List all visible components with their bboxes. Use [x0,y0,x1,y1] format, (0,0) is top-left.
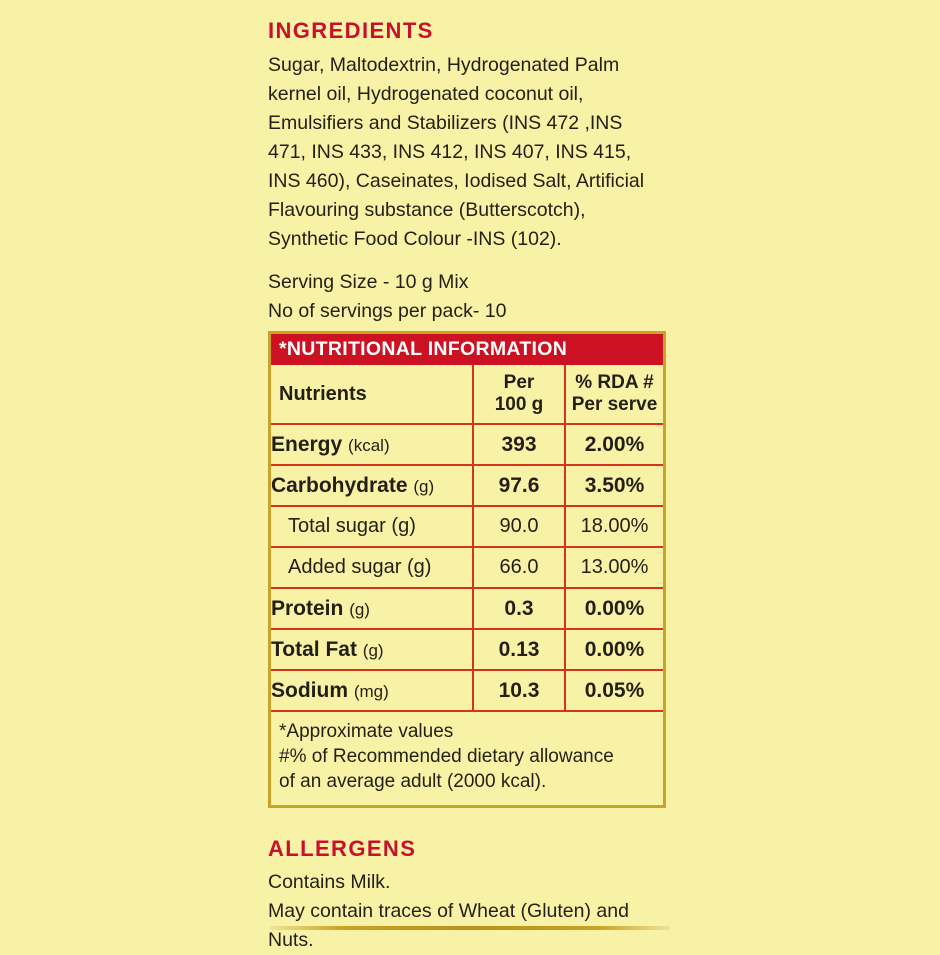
nutritional-information-table: *NUTRITIONAL INFORMATION Nutrients Per 1… [268,331,666,809]
nutrient-name: Carbohydrate (g) [271,465,474,508]
column-header-nutrients: Nutrients [271,365,474,426]
table-row: Total Fat (g) 0.13 0.00% [271,629,663,672]
nutrient-name: Total sugar (g) [271,506,474,549]
nutrient-name: Energy (kcal) [271,424,474,467]
nutrient-rda: 2.00% [565,424,663,467]
bottom-divider [270,926,670,930]
nutrient-label: Sodium [271,678,348,702]
nutrient-per-100g: 0.3 [473,588,566,631]
nutrient-unit: (g) [349,599,370,619]
column-header-per-100g: Per 100 g [473,365,566,426]
nutrient-unit: (g) [413,476,435,496]
allergens-line: Contains Milk. [268,871,391,893]
nutrition-label-panel: INGREDIENTS Sugar, Maltodextrin, Hydroge… [268,0,672,951]
table-row: Sodium (mg) 10.3 0.05% [271,670,663,713]
nutrient-name: Protein (g) [271,588,474,631]
ingredients-line: 471, INS 433, INS 412, INS 407, INS 415, [268,141,632,163]
nutrient-per-100g: 393 [473,424,566,467]
nutrient-unit: (g) [406,556,432,579]
ingredients-line: Synthetic Food Colour -INS (102). [268,228,562,250]
table-row: Added sugar (g) 66.0 13.00% [271,547,663,590]
nutrient-unit: (kcal) [348,435,390,455]
nutrient-per-100g: 66.0 [473,547,566,590]
nutrient-unit: (g) [362,640,384,660]
rda-line1: % RDA # [575,372,654,394]
table-header-row: Nutrients Per 100 g % RDA # Per serve [271,365,663,426]
serving-info-section: Serving Size - 10 g Mix No of servings p… [268,268,672,326]
footnote-line: *Approximate values [279,721,454,743]
nutrition-data-grid: Nutrients Per 100 g % RDA # Per serve En… [271,365,663,713]
nutrient-per-100g: 90.0 [473,506,566,549]
nutrient-label: Protein [271,596,344,620]
nutrient-per-100g: 97.6 [473,465,566,508]
nutrient-label: Total Fat [271,637,357,661]
table-row: Carbohydrate (g) 97.6 3.50% [271,465,663,508]
ingredients-heading: INGREDIENTS [268,18,434,43]
nutrient-label: Added sugar [288,556,402,579]
footnote-line: #% of Recommended dietary allowance [279,746,614,768]
servings-per-pack-text: No of servings per pack- 10 [268,300,507,322]
nutrient-label: Energy [271,432,343,456]
allergens-heading: ALLERGENS [268,836,417,861]
nutrient-label: Total sugar [288,515,386,538]
nutrient-rda: 3.50% [565,465,663,508]
nutrient-rda: 13.00% [565,547,663,590]
per-100g-line2: 100 g [494,394,544,416]
nutrient-rda: 0.00% [565,588,663,631]
ingredients-line: Emulsifiers and Stabilizers (INS 472 ,IN… [268,112,623,134]
nutrient-name: Total Fat (g) [271,629,474,672]
nutrient-unit: (g) [391,515,416,538]
nutrition-footnotes: *Approximate values #% of Recommended di… [271,712,663,805]
nutrition-table-title: *NUTRITIONAL INFORMATION [271,334,663,366]
allergens-section: ALLERGENS Contains Milk. May contain tra… [268,838,672,955]
rda-line2: Per serve [571,394,658,416]
nutrient-per-100g: 10.3 [473,670,566,713]
nutrient-rda: 0.05% [565,670,663,713]
ingredients-line: INS 460), Caseinates, Iodised Salt, Arti… [268,170,645,192]
ingredients-section: INGREDIENTS Sugar, Maltodextrin, Hydroge… [268,20,672,254]
nutrient-label: Carbohydrate [271,473,408,497]
footnote-line: of an average adult (2000 kcal). [279,771,547,793]
ingredients-line: Sugar, Maltodextrin, Hydrogenated Palm [268,54,620,76]
nutrient-rda: 0.00% [565,629,663,672]
nutrient-per-100g: 0.13 [473,629,566,672]
ingredients-text: Sugar, Maltodextrin, Hydrogenated Palm k… [268,51,668,254]
table-row: Protein (g) 0.3 0.00% [271,588,663,631]
ingredients-line: Flavouring substance (Butterscotch), [268,199,586,221]
serving-size-text: Serving Size - 10 g Mix [268,271,469,293]
nutrient-unit: (mg) [353,681,389,701]
nutrient-rda: 18.00% [565,506,663,549]
column-header-rda: % RDA # Per serve [565,365,663,426]
allergens-text: Contains Milk. May contain traces of Whe… [268,868,672,955]
table-row: Total sugar (g) 90.0 18.00% [271,506,663,549]
per-100g-line1: Per [503,372,535,394]
ingredients-line: kernel oil, Hydrogenated coconut oil, [268,83,584,105]
table-row: Energy (kcal) 393 2.00% [271,424,663,467]
nutrient-name: Added sugar (g) [271,547,474,590]
nutrient-name: Sodium (mg) [271,670,474,713]
